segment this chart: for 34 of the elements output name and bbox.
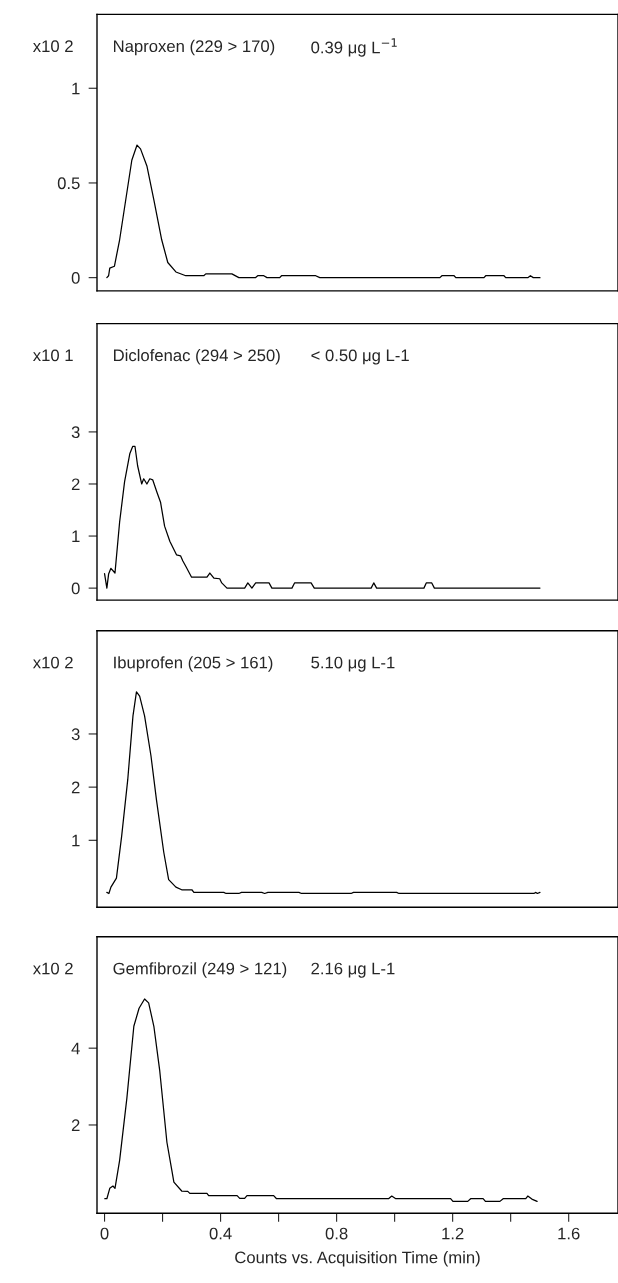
y-tick-label: 1 bbox=[72, 530, 80, 543]
y-tick-label: 0 bbox=[71, 272, 80, 284]
x-tick-label: 0 bbox=[100, 1227, 109, 1240]
x-tick-label: 0.8 bbox=[325, 1227, 348, 1240]
y-tick-label: 2 bbox=[71, 478, 80, 491]
y-tick-label: 0.5 bbox=[57, 177, 80, 190]
text: Ibuprofen (205 > 161) bbox=[114, 656, 273, 672]
x-tick-label: 1.2 bbox=[442, 1227, 464, 1240]
y-axis-title: x10 2 bbox=[32, 656, 73, 669]
text: Gemfibrozil (249 > 121) bbox=[113, 962, 287, 978]
text: < 0.50 μg L-1 bbox=[311, 349, 409, 365]
y-tick-label: 2 bbox=[71, 781, 80, 794]
y-tick-label: 1 bbox=[72, 834, 80, 847]
line-series bbox=[103, 445, 541, 589]
x-tick-label: 1.6 bbox=[558, 1227, 580, 1240]
text: Naproxen (229 > 170) bbox=[114, 39, 275, 56]
x-axis-title: Counts vs. Acquisition Time (min) bbox=[235, 1251, 480, 1267]
y-tick-label: 3 bbox=[71, 426, 80, 439]
text: 5.10 μg L-1 bbox=[311, 656, 395, 672]
y-tick-label: 1 bbox=[72, 82, 80, 95]
y-axis-title: x10 1 bbox=[32, 349, 73, 362]
line-series bbox=[104, 998, 538, 1203]
line-series bbox=[106, 144, 541, 279]
y-tick-label: 3 bbox=[71, 728, 80, 741]
text: 0.39 μg L$^{−1}$ bbox=[311, 38, 397, 57]
y-tick-label: 2 bbox=[71, 1119, 80, 1132]
text: 2.16 μg L-1 bbox=[311, 962, 395, 978]
x-tick-label: 0.4 bbox=[209, 1227, 232, 1240]
text: Diclofenac (294 > 250) bbox=[114, 349, 280, 365]
y-axis-title: x10 2 bbox=[32, 40, 73, 53]
line-series bbox=[106, 691, 541, 895]
y-axis-title: x10 2 bbox=[32, 962, 73, 975]
y-tick-label: 0 bbox=[71, 582, 80, 595]
y-tick-label: 4 bbox=[71, 1042, 80, 1055]
